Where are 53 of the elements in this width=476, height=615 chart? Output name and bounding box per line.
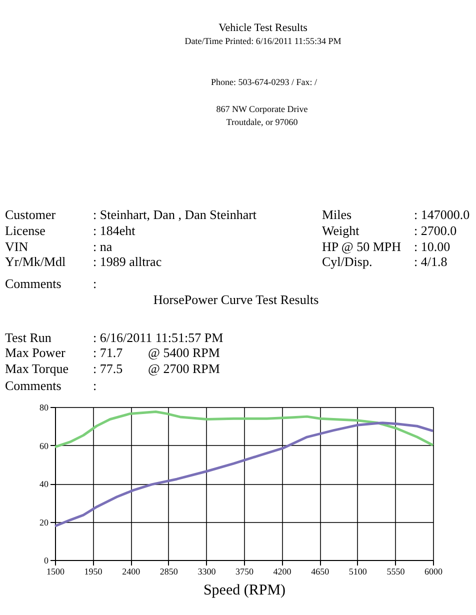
line-series — [54, 422, 434, 528]
text: : — [93, 378, 97, 393]
line-series — [54, 410, 434, 448]
text: Weight — [322, 223, 360, 238]
text: License — [5, 223, 46, 238]
text: : 1989 alltrac — [93, 254, 162, 269]
text: : 6/16/2011 11:51:57 PM — [93, 330, 224, 345]
x-tick-label: 5550 — [386, 566, 406, 576]
x-tick-label: 3300 — [198, 566, 216, 576]
chart-title: HorsePower Curve Test Results — [153, 292, 319, 307]
y-tick-label: 0 — [44, 556, 49, 566]
text: : 4/1.8 — [414, 254, 448, 269]
y-tick-label: 40 — [40, 479, 49, 489]
x-tick-label: 4200 — [273, 566, 292, 576]
x-axis-title: Speed (RPM) — [203, 582, 286, 598]
text: : 147000.0 — [414, 207, 470, 222]
y-tick-label: 60 — [40, 440, 49, 451]
text: : 77.5 — [93, 361, 123, 376]
text: Vehicle Test Results — [218, 22, 308, 34]
text: : 2700.0 — [414, 223, 457, 238]
text: : na — [93, 239, 112, 254]
text: HP @ 50 MPH — [322, 239, 402, 254]
text: : 71.7 — [93, 345, 124, 360]
x-tick-label: 2400 — [122, 566, 141, 576]
text: Customer — [5, 207, 56, 222]
text: @ 2700 RPM — [148, 361, 220, 376]
text: : 184eht — [93, 223, 136, 238]
text: Yr/Mk/Mdl — [5, 254, 66, 269]
text: Max Torque — [5, 361, 69, 376]
text: : — [93, 276, 97, 291]
text: Max Power — [5, 345, 66, 360]
text: Comments — [5, 276, 62, 291]
x-tick-label: 2850 — [160, 566, 178, 576]
text: 867 NW Corporate Drive — [216, 104, 308, 114]
x-tick-label: 1500 — [46, 566, 65, 576]
x-tick-label: 4650 — [311, 566, 330, 576]
text: @ 5400 RPM — [148, 345, 220, 360]
text: Comments — [5, 378, 62, 393]
x-tick-label: 1950 — [84, 566, 103, 576]
y-tick-label: 80 — [40, 402, 49, 412]
text: Cyl/Disp. — [322, 254, 372, 269]
text: Troutdale, or 97060 — [226, 117, 298, 127]
text: Miles — [322, 207, 352, 222]
text: Test Run — [5, 330, 52, 345]
y-tick-label: 20 — [40, 517, 49, 528]
text: : 10.00 — [414, 239, 450, 254]
x-tick-label: 3750 — [236, 566, 254, 576]
text: : Steinhart, Dan , Dan Steinhart — [93, 207, 257, 222]
x-tick-label: 6000 — [424, 566, 443, 576]
text: VIN — [5, 239, 29, 254]
text: Date/Time Printed: 6/16/2011 11:55:34 PM — [184, 36, 342, 46]
x-tick-label: 5100 — [348, 566, 368, 576]
text: Phone: 503-674-0293 / Fax: / — [211, 77, 318, 87]
